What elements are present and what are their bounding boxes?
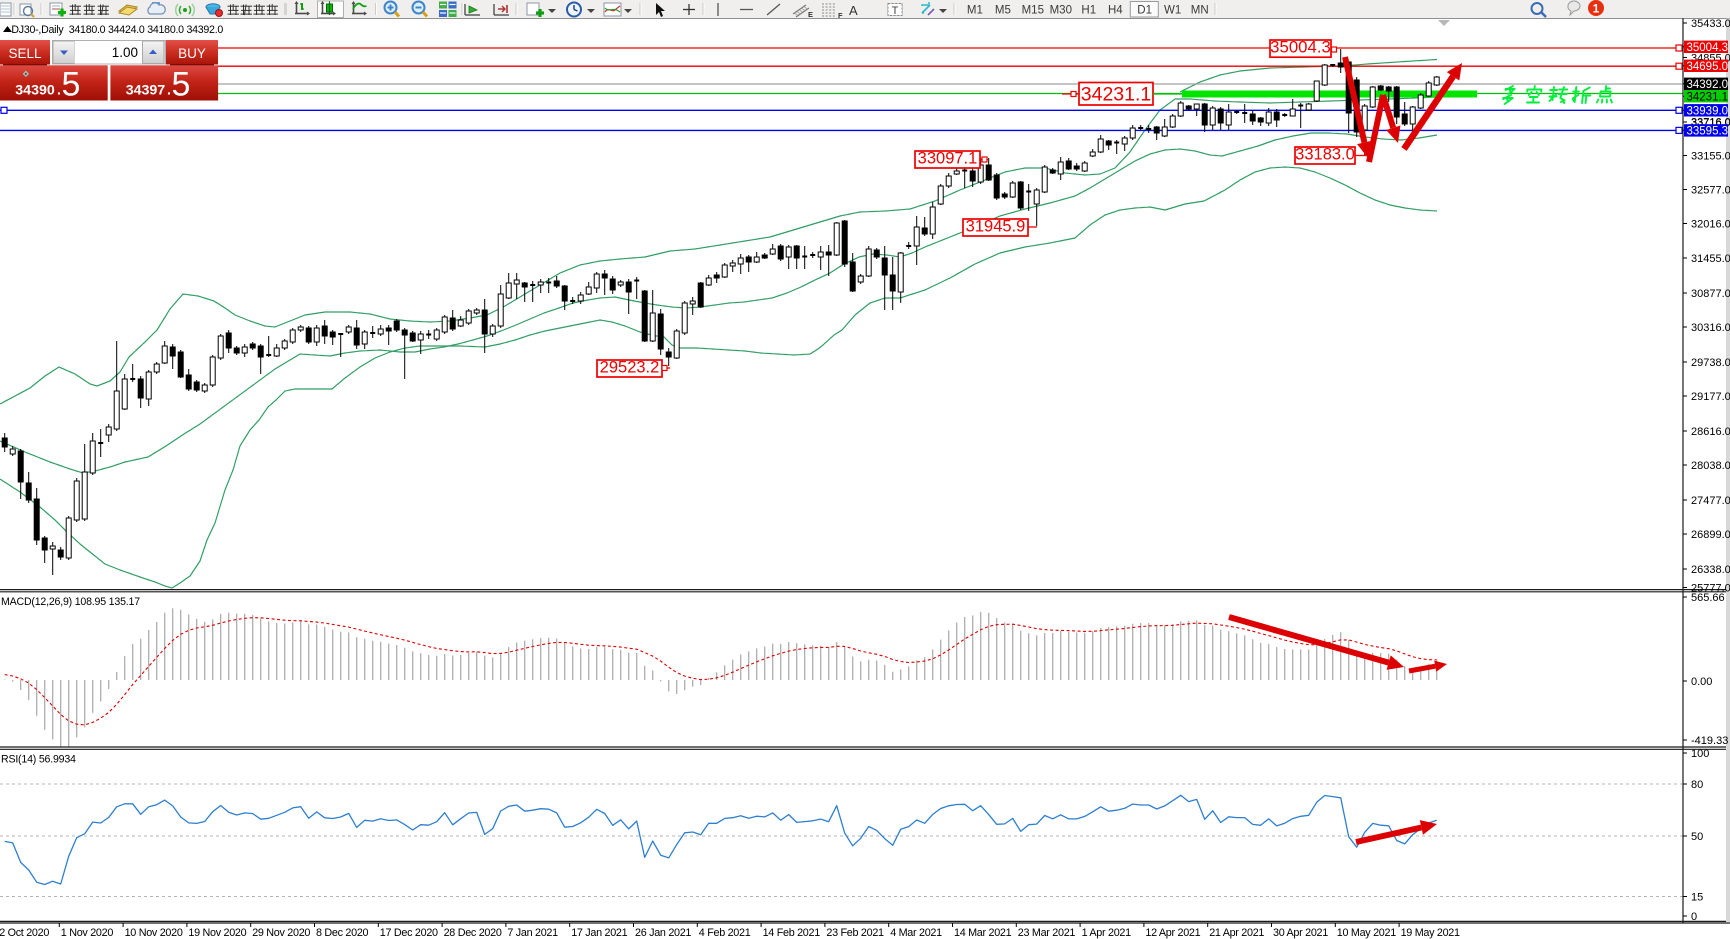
svg-text:DJ30-,Daily 34180.0 34424.0 3: DJ30-,Daily 34180.0 34424.0 34180.0 3439…: [11, 24, 223, 36]
svg-text:M30: M30: [1050, 5, 1072, 17]
svg-text:MN: MN: [1191, 5, 1209, 17]
svg-text:BUY: BUY: [178, 46, 206, 61]
svg-text:M5: M5: [995, 5, 1011, 17]
svg-text:30316.0: 30316.0: [1691, 322, 1730, 334]
svg-text:26899.0: 26899.0: [1691, 529, 1730, 541]
svg-text:33595.3: 33595.3: [1687, 126, 1729, 138]
svg-text:29177.0: 29177.0: [1691, 391, 1730, 403]
svg-text:32016.0: 32016.0: [1691, 219, 1730, 231]
svg-text:MACD(12,26,9) 108.95 135.17: MACD(12,26,9) 108.95 135.17: [1, 596, 140, 608]
svg-text:34392.0: 34392.0: [1687, 79, 1729, 91]
svg-text:SELL: SELL: [8, 46, 42, 61]
svg-text:5: 5: [172, 66, 191, 104]
svg-text:30877.0: 30877.0: [1691, 288, 1730, 300]
svg-text:5: 5: [62, 66, 81, 104]
svg-text:34231.1: 34231.1: [1081, 84, 1152, 106]
svg-text:28616.0: 28616.0: [1691, 426, 1730, 438]
svg-text:33183.0: 33183.0: [1295, 146, 1355, 164]
svg-text:1 Nov 2020: 1 Nov 2020: [61, 927, 114, 939]
svg-text:14 Feb 2021: 14 Feb 2021: [763, 927, 821, 939]
svg-text:100: 100: [1691, 748, 1709, 760]
svg-text:23 Mar 2021: 23 Mar 2021: [1018, 927, 1076, 939]
svg-text:7 Jan 2021: 7 Jan 2021: [507, 927, 558, 939]
svg-text:30 Apr 2021: 30 Apr 2021: [1273, 927, 1328, 939]
svg-text:12 Apr 2021: 12 Apr 2021: [1145, 927, 1200, 939]
svg-text:22 Oct 2020: 22 Oct 2020: [0, 927, 49, 939]
svg-text:M1: M1: [967, 5, 983, 17]
svg-text:34231.1: 34231.1: [1687, 91, 1729, 103]
svg-text:35433.0: 35433.0: [1691, 18, 1730, 30]
svg-text:D1: D1: [1137, 5, 1152, 17]
svg-text:19 May 2021: 19 May 2021: [1401, 927, 1460, 939]
svg-text:34390: 34390: [15, 83, 55, 99]
svg-text:28038.0: 28038.0: [1691, 460, 1730, 472]
svg-text:33097.1: 33097.1: [918, 150, 978, 168]
svg-text:0.00: 0.00: [1691, 676, 1712, 688]
svg-text:26338.0: 26338.0: [1691, 564, 1730, 576]
svg-text:8 Dec 2020: 8 Dec 2020: [316, 927, 369, 939]
svg-text:E: E: [808, 10, 813, 19]
svg-text:RSI(14) 56.9934: RSI(14) 56.9934: [1, 754, 76, 766]
svg-text:31945.9: 31945.9: [966, 218, 1026, 236]
svg-text:17 Dec 2020: 17 Dec 2020: [380, 927, 438, 939]
svg-text:H4: H4: [1108, 5, 1123, 17]
svg-text:32577.0: 32577.0: [1691, 185, 1730, 197]
svg-text:M15: M15: [1022, 5, 1044, 17]
svg-text:0: 0: [1691, 911, 1697, 923]
svg-text:T: T: [892, 5, 899, 17]
svg-text:4 Feb 2021: 4 Feb 2021: [699, 927, 751, 939]
svg-text:29523.2: 29523.2: [600, 359, 660, 377]
svg-text:14 Mar 2021: 14 Mar 2021: [954, 927, 1012, 939]
svg-text:10 Nov 2020: 10 Nov 2020: [125, 927, 183, 939]
svg-text:26 Jan 2021: 26 Jan 2021: [635, 927, 691, 939]
svg-text:.: .: [57, 83, 61, 99]
svg-text:29 Nov 2020: 29 Nov 2020: [252, 927, 310, 939]
svg-text:565.66: 565.66: [1691, 592, 1725, 604]
svg-text:29738.0: 29738.0: [1691, 357, 1730, 369]
svg-text:1.00: 1.00: [112, 45, 138, 60]
svg-text:1: 1: [1593, 2, 1600, 16]
svg-text:4 Mar 2021: 4 Mar 2021: [890, 927, 942, 939]
svg-text:H1: H1: [1081, 5, 1096, 17]
svg-text:33155.0: 33155.0: [1691, 151, 1730, 163]
svg-text:50: 50: [1691, 831, 1703, 843]
svg-text:10 May 2021: 10 May 2021: [1337, 927, 1396, 939]
svg-text:1 Apr 2021: 1 Apr 2021: [1082, 927, 1132, 939]
svg-text:-419.33: -419.33: [1691, 735, 1728, 747]
svg-text:.: .: [167, 83, 171, 99]
svg-text:27477.0: 27477.0: [1691, 495, 1730, 507]
svg-text:28 Dec 2020: 28 Dec 2020: [444, 927, 502, 939]
svg-text:31455.0: 31455.0: [1691, 253, 1730, 265]
svg-text:33939.0: 33939.0: [1687, 106, 1729, 118]
svg-text:17 Jan 2021: 17 Jan 2021: [571, 927, 627, 939]
svg-text:80: 80: [1691, 779, 1703, 791]
svg-text:23 Feb 2021: 23 Feb 2021: [826, 927, 884, 939]
svg-text:A: A: [849, 3, 858, 18]
svg-text:21 Apr 2021: 21 Apr 2021: [1209, 927, 1264, 939]
svg-text:F: F: [838, 11, 843, 20]
svg-text:19 Nov 2020: 19 Nov 2020: [188, 927, 246, 939]
svg-text:15: 15: [1691, 892, 1703, 904]
svg-text:W1: W1: [1164, 5, 1181, 17]
svg-text:34695.0: 34695.0: [1687, 61, 1729, 73]
svg-text:34397: 34397: [126, 83, 166, 99]
svg-text:25777.0: 25777.0: [1691, 583, 1730, 595]
svg-text:35004.3: 35004.3: [1687, 42, 1729, 54]
svg-text:35004.3: 35004.3: [1270, 38, 1331, 57]
